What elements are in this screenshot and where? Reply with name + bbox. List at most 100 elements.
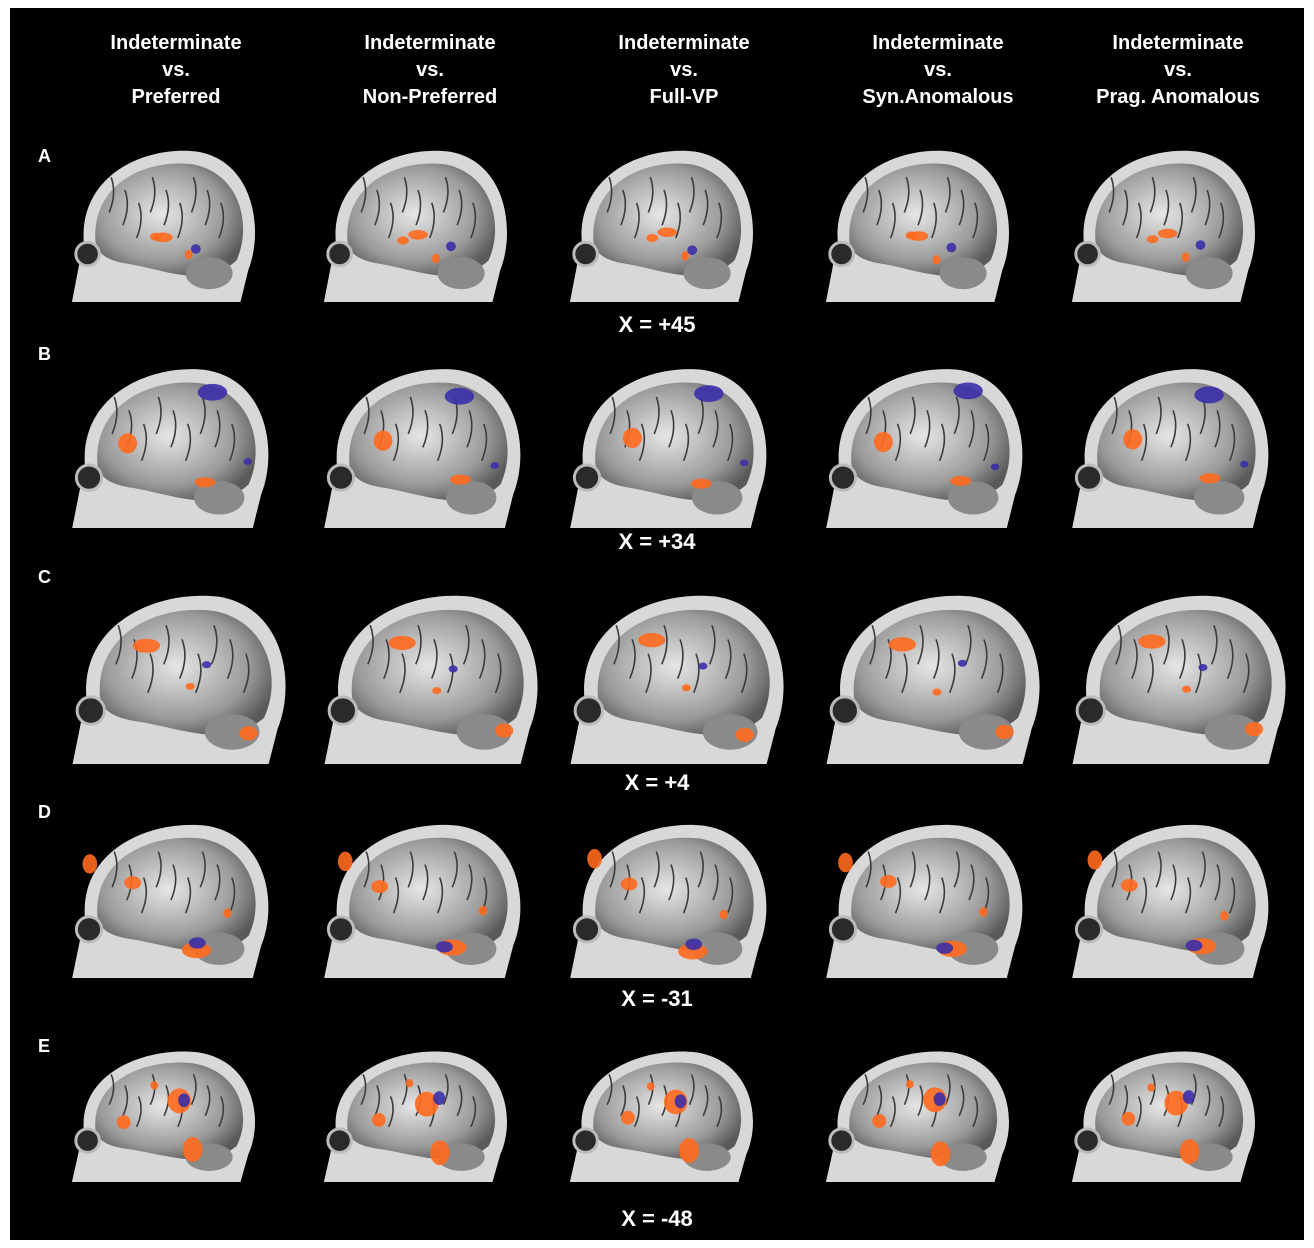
cerebellum <box>939 1143 987 1171</box>
brain-slice-image <box>323 150 508 302</box>
sulcus-line <box>228 423 236 462</box>
column-header-line: vs. <box>416 59 444 81</box>
sulcus-line <box>177 202 184 239</box>
sulcus-line <box>697 851 704 888</box>
brain-tissue <box>349 837 508 952</box>
slice-coordinate-a: X = +45 <box>618 312 696 337</box>
brain-slice-image <box>324 595 538 764</box>
sulcus-line <box>1135 202 1142 239</box>
eye-socket <box>74 915 104 944</box>
sulcus-line <box>1194 653 1202 694</box>
sulcus-line <box>1131 639 1138 679</box>
cerebellum <box>185 257 233 290</box>
figure-panel: Indeterminate vs. Preferred Indeterminat… <box>10 8 1304 1240</box>
eye-socket <box>1075 695 1106 726</box>
sulcus-line <box>155 396 162 435</box>
sulcus-line <box>692 653 700 694</box>
brain-tissue <box>851 382 1010 501</box>
activation-orange <box>1181 252 1190 262</box>
eye-socket <box>74 1127 101 1154</box>
eye-socket <box>75 695 106 726</box>
sulcus-line <box>184 877 192 914</box>
brain-slice-image <box>71 1051 256 1182</box>
sulcus-line <box>676 639 684 679</box>
activation-orange <box>430 1140 450 1166</box>
sulcus-line <box>430 639 438 679</box>
eye-socket <box>829 695 860 726</box>
sulcus-line <box>494 653 502 694</box>
sulcus-line <box>1214 410 1221 448</box>
sulcus-line <box>480 423 488 462</box>
sulcus-line <box>1228 877 1236 914</box>
column-header-line: Non-Preferred <box>362 86 498 108</box>
brain-slice-image <box>72 824 269 978</box>
slice-coordinate-c: X = +4 <box>624 770 690 795</box>
sulcus-line <box>661 624 668 665</box>
column-header-line: Indeterminate <box>364 32 496 54</box>
sulcus-line <box>996 653 1004 694</box>
brain-tissue <box>849 1062 998 1160</box>
activation-blue <box>946 242 957 253</box>
eye-socket <box>828 915 858 944</box>
sulcus-line <box>1155 851 1162 888</box>
eye-socket <box>828 463 858 492</box>
sulcus-line <box>163 624 170 665</box>
row-label-e: E <box>38 1036 51 1056</box>
sulcus-line <box>204 1085 211 1117</box>
sulcus-line <box>170 410 177 448</box>
sulcus-line <box>645 653 652 694</box>
brain-slice-image <box>570 824 767 978</box>
brain-tissue <box>1097 837 1256 952</box>
sulcus-line <box>688 1074 695 1106</box>
cerebellum <box>948 480 999 515</box>
cerebellum <box>948 932 999 966</box>
brain-tissue <box>349 382 508 501</box>
activation-orange <box>950 475 972 486</box>
sulcus-line <box>972 1096 979 1128</box>
activation-orange <box>150 1081 159 1090</box>
sulcus-line <box>115 624 122 665</box>
column-header-line: vs. <box>1164 59 1192 81</box>
sulcus-line <box>122 1085 129 1117</box>
sulcus-line <box>1218 1096 1225 1128</box>
eye-socket <box>326 1127 353 1154</box>
activation-orange <box>690 478 712 489</box>
activation-orange <box>681 684 691 692</box>
sulcus-line <box>401 1074 408 1106</box>
sulcus-line <box>1218 202 1225 239</box>
activation-blue <box>936 942 954 954</box>
activation-blue <box>685 938 703 950</box>
eye-socket <box>572 915 602 944</box>
sulcus-line <box>392 877 400 914</box>
sulcus-line <box>1177 202 1184 239</box>
brain-slice-image <box>324 369 521 528</box>
sulcus-line <box>363 396 370 435</box>
sulcus-line <box>456 1085 463 1117</box>
sulcus-line <box>980 639 988 679</box>
sulcus-line <box>1122 189 1129 226</box>
sulcus-line <box>228 877 236 914</box>
sulcus-line <box>415 189 422 226</box>
activation-blue <box>739 459 749 467</box>
sulcus-line <box>462 624 470 665</box>
sulcus-line <box>135 1096 142 1128</box>
sulcus-line <box>1199 851 1206 888</box>
eye-socket <box>326 915 356 944</box>
sulcus-line <box>111 851 118 888</box>
sulcus-line <box>917 624 924 665</box>
activation-orange <box>838 852 853 873</box>
activation-blue <box>444 387 475 405</box>
sulcus-line <box>1214 864 1221 901</box>
sulcus-line <box>1226 639 1234 679</box>
brain-tissue <box>1097 382 1256 501</box>
brain-slice-image <box>570 369 767 528</box>
sulcus-line <box>661 189 668 226</box>
activation-orange <box>646 1082 655 1091</box>
activation-orange <box>587 849 602 869</box>
eye-socket <box>828 1127 855 1154</box>
cerebellum <box>194 480 245 515</box>
column-header-line: Indeterminate <box>872 32 1004 54</box>
sulcus-line <box>1228 423 1236 462</box>
sulcus-line <box>140 877 148 914</box>
sulcus-line <box>668 864 675 901</box>
